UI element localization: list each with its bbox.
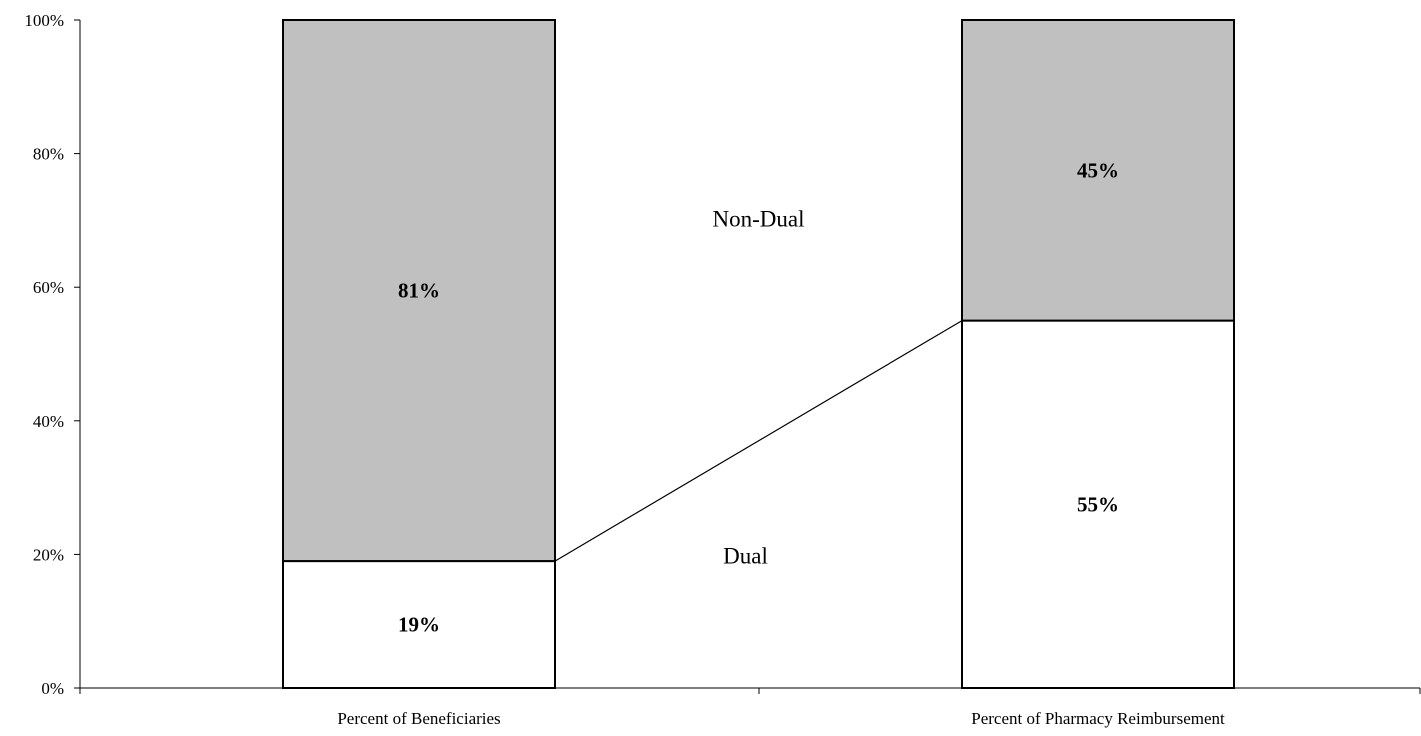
y-tick-label: 60% bbox=[33, 278, 64, 297]
bar-segment-non-dual bbox=[961, 19, 1235, 322]
y-tick-label: 20% bbox=[33, 545, 64, 564]
y-tick-label: 40% bbox=[33, 412, 64, 431]
bar-segment-non-dual bbox=[282, 19, 556, 563]
x-category-label: Percent of Pharmacy Reimbursement bbox=[971, 709, 1225, 728]
data-label: 55% bbox=[1077, 492, 1119, 516]
bar-segment-dual bbox=[961, 319, 1235, 689]
axes: 0% 20% 40% 60% 80% 100% Percent of Beneficiari… bbox=[24, 11, 1421, 728]
connector-line bbox=[554, 320, 963, 562]
data-label: 81% bbox=[398, 279, 440, 303]
region-label-non-dual: Non-Dual bbox=[713, 206, 805, 231]
data-label: 19% bbox=[398, 613, 440, 637]
bar-segment-dual bbox=[282, 560, 556, 690]
bars bbox=[282, 19, 1235, 690]
connector bbox=[554, 320, 963, 562]
labels: 19% 81% 55% 45% Non-Dual Dual bbox=[398, 158, 1119, 636]
y-tick-label: 100% bbox=[24, 11, 64, 30]
y-tick-label: 0% bbox=[41, 679, 64, 698]
x-category-label: Percent of Beneficiaries bbox=[337, 709, 500, 728]
region-label-dual: Dual bbox=[723, 544, 768, 569]
y-tick-label: 80% bbox=[33, 145, 64, 164]
data-label: 45% bbox=[1077, 158, 1119, 182]
